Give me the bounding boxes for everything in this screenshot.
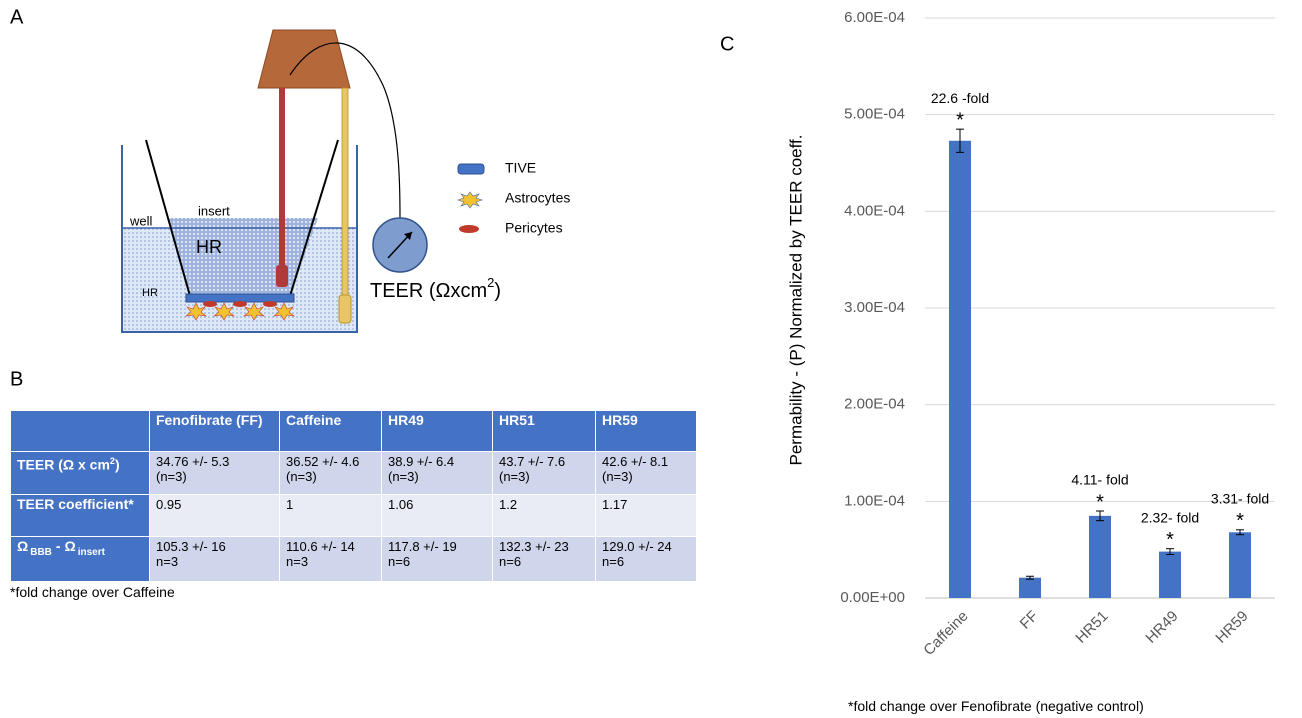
table-footnote: *fold change over Caffeine xyxy=(10,584,175,600)
bar xyxy=(1159,552,1181,598)
table-row: TEER (Ω x cm2)34.76 +/- 5.3 (n=3)36.52 +… xyxy=(11,452,697,495)
insert-medium-label: HR xyxy=(196,237,222,257)
x-tick-label: HR49 xyxy=(1142,608,1181,647)
x-tick-label: FF xyxy=(1017,608,1042,633)
legend-swatch xyxy=(458,164,484,174)
y-axis-title: Permability - (P) Normalized by TEER coe… xyxy=(786,135,805,466)
well-label: well xyxy=(129,213,153,228)
teer-close: ) xyxy=(494,280,501,302)
bar xyxy=(1229,532,1251,598)
x-tick-label: Caffeine xyxy=(920,608,971,659)
table-cell: 34.76 +/- 5.3 (n=3) xyxy=(150,452,280,495)
pericytes xyxy=(203,301,277,307)
table-cell: 129.0 +/- 24 n=6 xyxy=(596,537,697,582)
table-cell: 110.6 +/- 14 n=3 xyxy=(280,537,382,582)
row-header: TEER (Ω x cm2) xyxy=(11,452,150,495)
significance-mark: * xyxy=(956,109,964,131)
chart-footnote: *fold change over Fenofibrate (negative … xyxy=(848,698,1144,714)
legend-label: Pericytes xyxy=(505,220,563,236)
table-cell: 43.7 +/- 7.6 (n=3) xyxy=(493,452,596,495)
table-cell: 36.52 +/- 4.6 (n=3) xyxy=(280,452,382,495)
significance-mark: * xyxy=(1236,510,1244,532)
row-label-part: TEER (Ω x cm xyxy=(17,457,110,473)
table-cell: 1.17 xyxy=(596,495,697,537)
row-label-part: ) xyxy=(115,457,120,473)
row-label-part: Ω xyxy=(17,538,28,554)
table-cell: 42.6 +/- 8.1 (n=3) xyxy=(596,452,697,495)
y-tick-label: 5.00E-04 xyxy=(844,106,905,123)
y-tick-label: 6.00E-04 xyxy=(844,9,905,26)
panel-label: B xyxy=(10,368,23,390)
electrode xyxy=(279,88,285,268)
table-cell: 105.3 +/- 16 n=3 xyxy=(150,537,280,582)
fold-label: 4.11- fold xyxy=(1071,472,1128,488)
header-cell: HR49 xyxy=(382,411,493,452)
row-label-part: - Ω xyxy=(56,538,76,554)
table-cell: 132.3 +/- 23 n=6 xyxy=(493,537,596,582)
table-cell: 1.2 xyxy=(493,495,596,537)
page: A well insert HR HR TIVE Astrocytes Peri… xyxy=(0,0,1302,718)
x-tick-label: HR51 xyxy=(1072,608,1111,647)
panel-label: C xyxy=(720,33,734,55)
header-cell: HR59 xyxy=(596,411,697,452)
table-cell: 117.8 +/- 19 n=6 xyxy=(382,537,493,582)
y-tick-label: 0.00E+00 xyxy=(840,589,905,606)
row-header: TEER coefficient* xyxy=(11,495,150,537)
header-cell: Fenofibrate (FF) xyxy=(150,411,280,452)
header-cell: Caffeine xyxy=(280,411,382,452)
fold-label: 22.6 -fold xyxy=(931,90,989,106)
y-tick-label: 4.00E-04 xyxy=(844,202,905,219)
y-tick-label: 1.00E-04 xyxy=(844,492,905,509)
legend-swatch xyxy=(458,192,482,208)
table-cell: 38.9 +/- 6.4 (n=3) xyxy=(382,452,493,495)
bar xyxy=(949,141,971,598)
teer-text: TEER (Ωxcm xyxy=(370,280,487,302)
electrode xyxy=(342,88,348,298)
table-cell: 0.95 xyxy=(150,495,280,537)
row-label-part: TEER coefficient* xyxy=(17,496,134,512)
header-cell xyxy=(11,411,150,452)
significance-mark: * xyxy=(1096,491,1104,513)
panel-label: A xyxy=(10,6,24,28)
x-tick-label: HR59 xyxy=(1212,608,1251,647)
fold-label: 2.32- fold xyxy=(1141,509,1199,525)
legend-label: Astrocytes xyxy=(505,190,570,206)
teer-sup: 2 xyxy=(487,275,494,290)
bar xyxy=(1019,578,1041,598)
bar-chart: 0.00E+00 1.00E-04 2.00E-04 3.00E-04 4.00E-04… xyxy=(840,9,1275,659)
table-cell: 1 xyxy=(280,495,382,537)
electrode-tip xyxy=(276,265,288,287)
electrode-cap xyxy=(258,30,350,88)
electrode-tip xyxy=(339,295,351,323)
row-label-part: insert xyxy=(78,547,105,558)
teer-label: TEER (Ωxcm2) xyxy=(370,275,501,302)
tive-layer xyxy=(186,294,294,302)
bar xyxy=(1089,516,1111,598)
table-cell: 1.06 xyxy=(382,495,493,537)
fold-label: 3.31- fold xyxy=(1211,491,1269,507)
y-tick-label: 2.00E-04 xyxy=(844,396,905,413)
figure: A well insert HR HR TIVE Astrocytes Peri… xyxy=(0,0,1302,718)
y-tick-label: 3.00E-04 xyxy=(844,299,905,316)
header-cell: HR51 xyxy=(493,411,596,452)
row-label-part: BBB xyxy=(30,547,52,558)
legend-swatch xyxy=(459,225,479,233)
well-medium-label: HR xyxy=(142,287,158,299)
insert-label: insert xyxy=(198,203,230,218)
significance-mark: * xyxy=(1166,529,1174,551)
legend-label: TIVE xyxy=(505,160,536,176)
